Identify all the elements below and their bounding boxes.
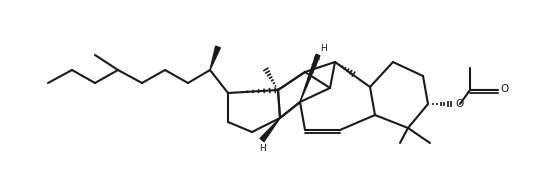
Text: O: O (455, 99, 463, 109)
Polygon shape (260, 118, 280, 142)
Text: H: H (320, 44, 327, 53)
Polygon shape (210, 46, 220, 70)
Text: O: O (500, 84, 508, 94)
Polygon shape (300, 54, 320, 102)
Text: H: H (258, 144, 266, 153)
